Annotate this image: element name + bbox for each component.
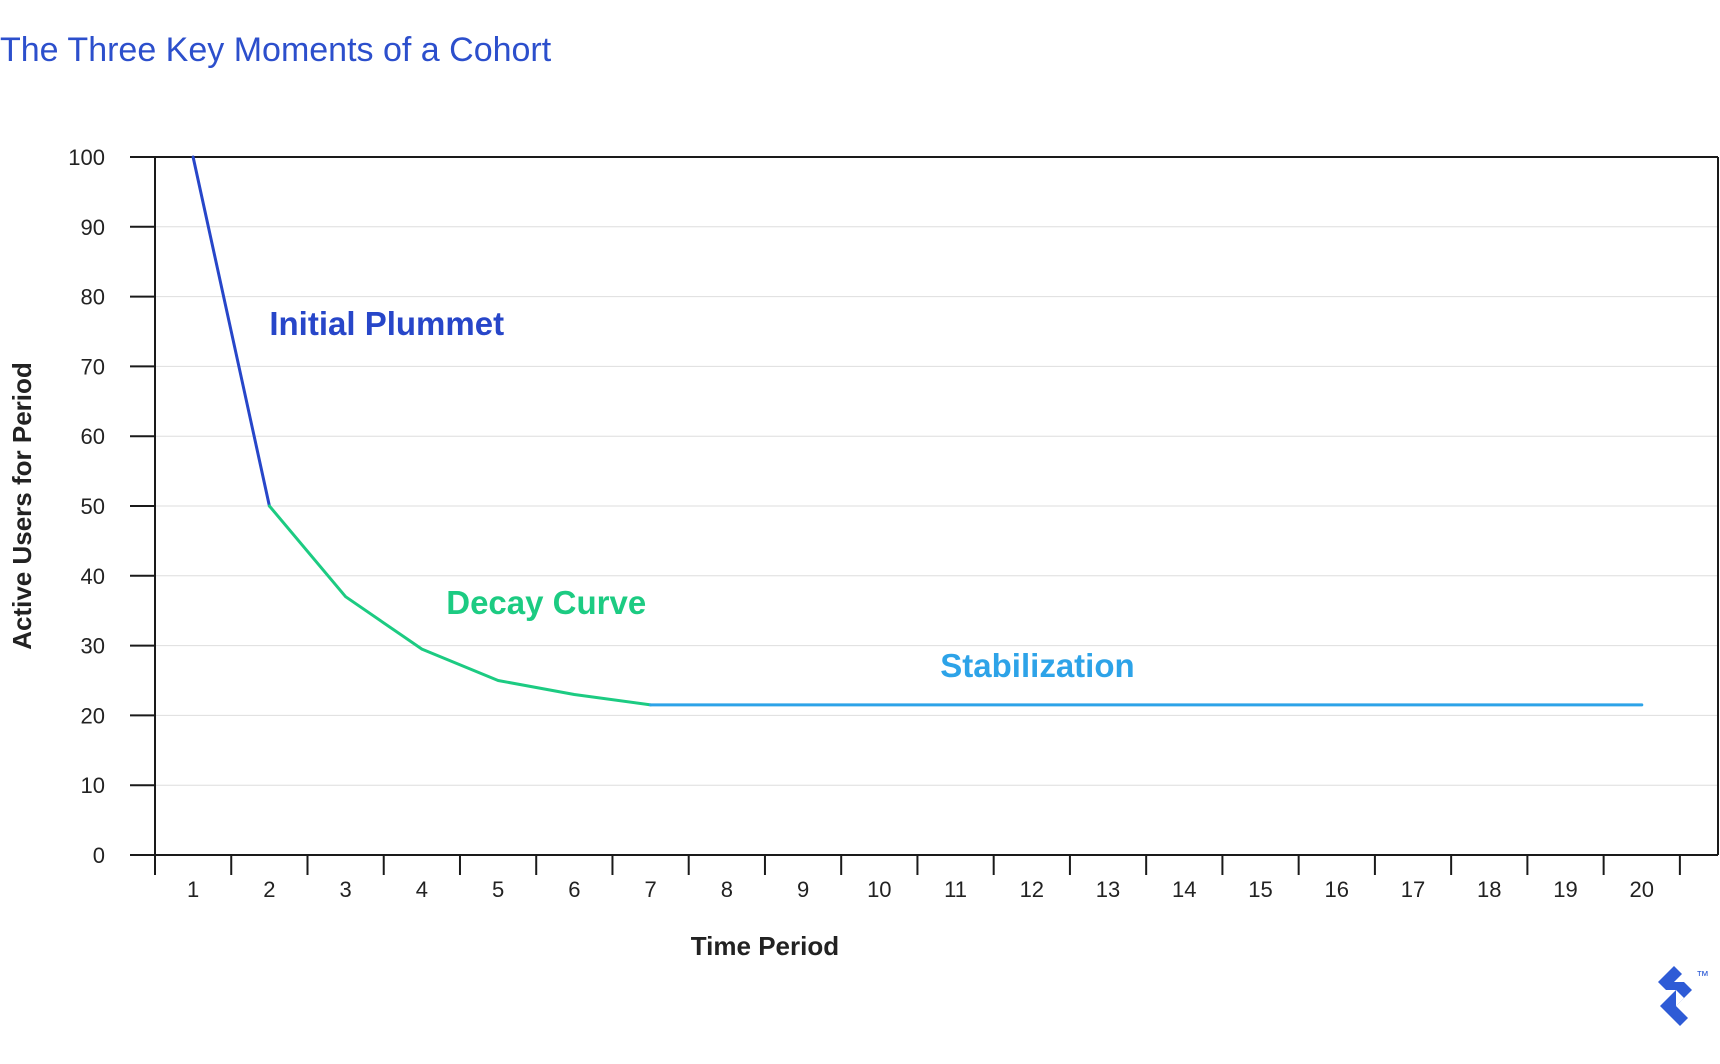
y-tick-label: 60 [81, 424, 105, 449]
trademark-mark: ™ [1696, 968, 1709, 983]
x-tick-label: 9 [797, 877, 809, 902]
y-tick-label: 100 [68, 145, 105, 170]
x-tick-label: 8 [721, 877, 733, 902]
x-tick-label: 3 [339, 877, 351, 902]
y-axis-title: Active Users for Period [7, 362, 37, 650]
x-tick-label: 20 [1630, 877, 1654, 902]
x-tick-label: 16 [1325, 877, 1349, 902]
series-lines [191, 155, 1644, 707]
x-tick-label: 4 [416, 877, 428, 902]
x-tick-label: 11 [944, 877, 967, 902]
x-tick-label: 1 [187, 877, 199, 902]
x-tick-label: 15 [1248, 877, 1272, 902]
y-tick-label: 30 [81, 634, 105, 659]
logo-path [1658, 966, 1692, 1026]
y-tick-label: 40 [81, 564, 105, 589]
series-line-initial-plummet [191, 155, 271, 508]
x-tick-label: 12 [1020, 877, 1044, 902]
x-tick-label: 7 [644, 877, 656, 902]
y-tick-label: 10 [81, 773, 105, 798]
logo-cutout [1676, 990, 1684, 1006]
x-tick-label: 2 [263, 877, 275, 902]
y-tick-label: 0 [93, 843, 105, 868]
axes [130, 156, 1719, 875]
chart-title: The Three Key Moments of a Cohort [0, 31, 552, 69]
x-tick-label: 19 [1553, 877, 1577, 902]
x-tick-label: 18 [1477, 877, 1501, 902]
series-line-decay-curve [267, 504, 653, 707]
y-tick-label: 90 [81, 215, 105, 240]
x-tick-label: 6 [568, 877, 580, 902]
x-axis-title: Time Period [691, 931, 839, 961]
y-tick-label: 50 [81, 494, 105, 519]
x-tick-label: 10 [867, 877, 891, 902]
x-tick-label: 5 [492, 877, 504, 902]
y-tick-label: 20 [81, 703, 105, 728]
x-tick-label: 17 [1401, 877, 1425, 902]
logo-mark [1658, 966, 1692, 1026]
annotations: Initial Plummet Decay Curve Stabilization [269, 305, 1134, 684]
annotation-initial-plummet: Initial Plummet [269, 305, 504, 342]
x-tick-label: 14 [1172, 877, 1196, 902]
annotation-stabilization: Stabilization [940, 647, 1134, 684]
y-tick-label: 80 [81, 285, 105, 310]
toptal-logo-icon: ™ [1658, 966, 1709, 1026]
annotation-decay-curve: Decay Curve [446, 584, 646, 621]
y-tick-label: 70 [81, 354, 105, 379]
x-tick-label: 13 [1096, 877, 1120, 902]
